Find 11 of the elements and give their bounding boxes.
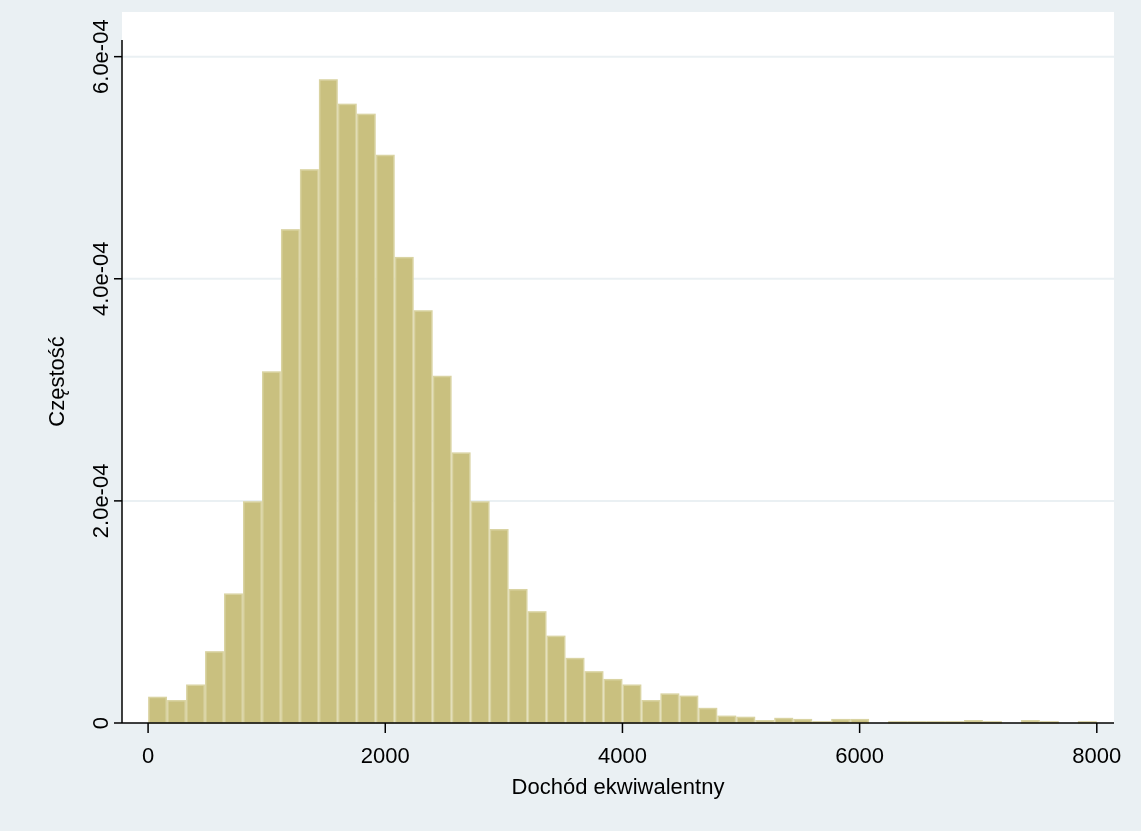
y-axis-title: Częstość (44, 336, 69, 427)
y-tick-label: 4.0e-04 (88, 241, 113, 317)
x-axis-title: Dochód ekwiwalentny (511, 774, 725, 799)
x-tick-label: 8000 (1072, 743, 1122, 768)
x-tick-label: 6000 (835, 743, 885, 768)
x-tick-label: 4000 (597, 743, 647, 768)
y-tick-label: 6.0e-04 (88, 19, 113, 94)
y-tick-label: 2.0e-04 (88, 463, 113, 539)
y-tick-label: 0 (88, 716, 113, 730)
x-tick-label: 0 (141, 743, 155, 768)
x-tick-label: 2000 (360, 743, 410, 768)
